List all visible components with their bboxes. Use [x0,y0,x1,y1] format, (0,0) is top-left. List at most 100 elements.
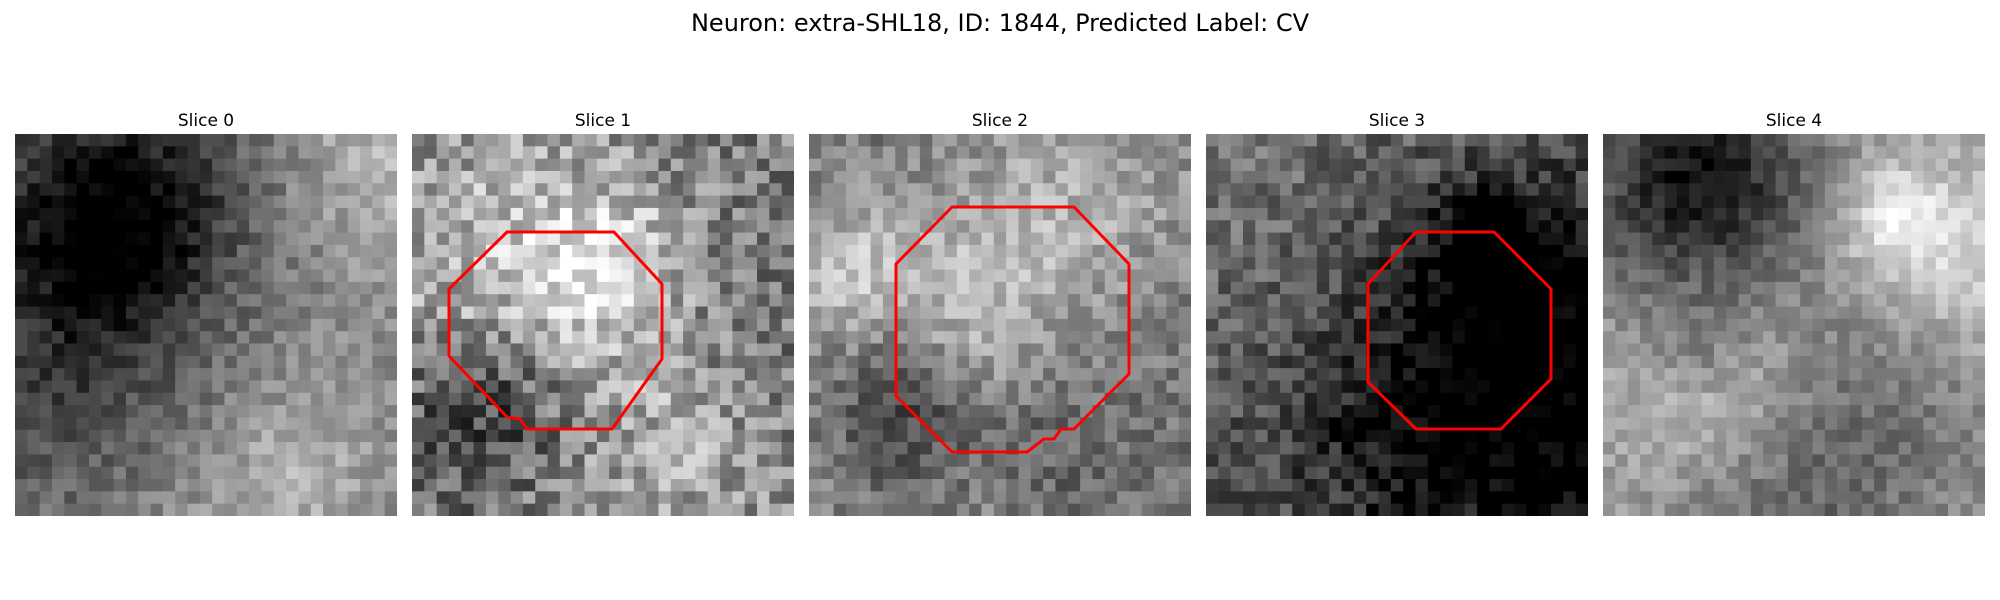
pixel [1837,134,1851,147]
pixel [1279,392,1293,406]
pixel [1689,503,1703,516]
pixel [1603,405,1616,419]
pixel [1935,429,1949,443]
pixel [1030,417,1044,431]
pixel [498,146,512,160]
pixel [1575,343,1588,357]
pixel [1415,158,1429,172]
pixel [448,220,462,234]
pixel [707,380,721,394]
pixel [1341,306,1355,320]
pixel [310,281,324,295]
pixel [249,306,263,320]
pixel [187,355,201,369]
pixel [1824,491,1838,505]
pixel [1464,281,1478,295]
pixel [1837,454,1851,468]
pixel [335,183,349,197]
slice-image-0 [15,134,397,516]
pixel [907,269,921,283]
pixel [1390,491,1404,505]
pixel [360,442,373,455]
pixel [1141,318,1155,332]
pixel [993,183,1007,197]
pixel [51,318,65,332]
pixel [461,466,475,480]
pixel [1726,466,1740,480]
pixel [323,380,336,394]
pixel [1452,170,1466,184]
pixel [993,269,1007,283]
pixel [1551,232,1564,246]
pixel [1911,146,1924,160]
pixel [39,183,53,197]
pixel [485,380,499,394]
pixel [1477,146,1491,160]
pixel [1800,368,1814,382]
pixel [1427,183,1441,197]
pixel [125,232,139,246]
pixel [895,170,909,184]
pixel [1603,429,1616,443]
pixel [895,331,909,345]
pixel [1738,503,1752,516]
pixel [1477,281,1491,295]
pixel [1415,220,1429,234]
pixel [1763,417,1777,431]
pixel [1972,170,1985,184]
pixel [1067,306,1081,320]
pixel [1837,368,1851,382]
pixel [1166,207,1180,221]
pixel [658,232,672,246]
pixel [1861,257,1875,271]
pixel [1255,454,1269,468]
pixel [1427,392,1441,406]
pixel [1972,368,1985,382]
pixel [1551,220,1564,234]
pixel [510,170,524,184]
pixel [969,146,983,160]
pixel [1750,232,1764,246]
pixel [695,454,709,468]
pixel [584,368,598,382]
pixel [1960,417,1974,431]
pixel [707,207,721,221]
pixel [424,220,438,234]
pixel [1514,466,1527,480]
pixel [993,170,1007,184]
pixel [323,331,336,345]
pixel [175,466,189,480]
pixel [1218,343,1232,357]
pixel [15,454,28,468]
pixel [310,257,324,271]
pixel [1652,392,1666,406]
pixel [372,380,386,394]
pixel [473,466,487,480]
pixel [1452,294,1466,308]
pixel [372,269,386,283]
pixel [744,429,758,443]
pixel [809,343,822,357]
pixel [1775,281,1789,295]
pixel [162,134,176,147]
pixel [1067,146,1081,160]
pixel [1006,491,1020,505]
pixel [596,331,610,345]
pixel [1652,380,1666,394]
pixel [510,244,524,258]
pixel [498,244,512,258]
pixel [1923,183,1937,197]
pixel [273,491,287,505]
pixel [547,134,561,147]
pixel [1440,220,1454,234]
pixel [720,417,733,431]
pixel [1812,466,1826,480]
pixel [461,244,475,258]
pixel [584,269,598,283]
pixel [88,491,102,505]
pixel [1267,170,1281,184]
pixel [1787,207,1801,221]
pixel [1055,466,1069,480]
pixel [769,454,783,468]
pixel [658,331,672,345]
